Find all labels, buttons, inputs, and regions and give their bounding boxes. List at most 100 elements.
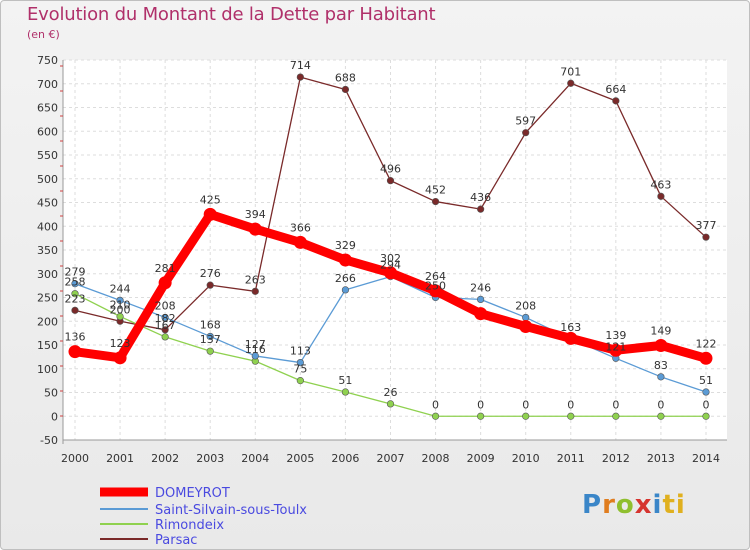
legend-label: DOMEYROT [155,486,230,501]
y-tick-label: 50 [44,387,58,400]
data-point [431,197,440,206]
data-point [248,222,262,236]
data-label: 200 [110,303,131,316]
data-point [699,351,713,365]
data-point [431,412,440,420]
data-label: 122 [695,337,716,350]
data-point [296,358,304,367]
data-label: 182 [155,312,176,325]
data-label: 244 [110,282,131,295]
x-tick-label: 2000 [61,452,89,465]
data-point [702,388,710,396]
data-point [657,412,665,420]
y-tick-label: 650 [37,102,58,115]
data-label: 294 [380,259,401,272]
data-point [386,400,395,408]
data-point [702,412,710,420]
data-label: 123 [110,337,131,350]
data-label: 113 [290,345,311,358]
data-label: 208 [515,299,536,312]
data-point [206,281,214,289]
data-point [71,306,79,314]
data-label: 246 [470,281,491,294]
y-tick-label: 450 [37,197,58,210]
data-point [654,338,668,352]
y-tick-label: 550 [37,149,58,162]
chart-title: Evolution du Montant de la Dette par Hab… [27,4,436,25]
data-label: 452 [425,184,446,197]
data-label: 701 [560,65,581,78]
data-label: 366 [290,221,311,234]
data-label: 139 [605,329,626,342]
data-point [68,345,82,359]
data-label: 0 [612,398,619,411]
y-tick-label: 350 [37,244,58,257]
data-label: 163 [560,321,581,334]
data-point [522,313,530,322]
data-label: 281 [155,262,176,275]
data-label: 0 [567,398,574,411]
data-label: 136 [65,331,86,344]
x-tick-label: 2002 [151,452,179,465]
data-point [522,412,530,420]
data-label: 714 [290,59,311,72]
data-point [293,235,307,249]
x-tick-label: 2012 [602,452,630,465]
data-point [206,332,214,341]
data-point [609,343,623,357]
data-point [296,73,304,81]
x-tick-label: 2014 [692,452,720,465]
legend-label: Saint-Silvain-sous-Toulx [155,503,307,518]
data-label: 137 [200,333,221,346]
data-label: 223 [65,292,86,305]
data-label: 394 [245,208,266,221]
legend-label: Parsac [155,533,197,548]
data-point [519,319,533,333]
data-point [251,352,259,360]
data-point [477,412,485,420]
data-label: 329 [335,239,356,252]
y-tick-label: 750 [37,54,58,67]
data-label: 167 [155,319,176,332]
x-tick-label: 2005 [286,452,314,465]
data-label: 279 [65,266,86,279]
legend-label: Rimondeix [155,518,224,533]
data-label: 664 [605,83,626,96]
chart-subtitle: (en €) [27,28,60,41]
data-point [206,347,214,355]
x-tick-label: 2013 [647,452,675,465]
y-tick-label: 700 [37,78,58,91]
data-label: 116 [245,343,266,356]
data-label: 208 [155,299,176,312]
x-tick-label: 2011 [557,452,585,465]
data-point [429,284,443,298]
x-tick-label: 2004 [241,452,269,465]
y-tick-label: 500 [37,173,58,186]
data-point [296,377,304,385]
data-label: 121 [605,340,626,353]
data-label: 26 [383,386,397,399]
y-tick-label: 0 [51,410,58,423]
data-point [383,266,397,280]
data-point [116,312,124,321]
data-point [341,85,350,94]
data-label: 276 [200,267,221,280]
data-point [341,286,350,294]
data-label: 264 [425,270,446,283]
data-point [567,412,575,420]
data-point [386,177,395,185]
data-label: 127 [245,338,266,351]
data-label: 496 [380,163,401,176]
x-tick-label: 2008 [422,452,450,465]
data-point [657,373,665,381]
data-point [564,331,578,345]
proxiti-logo: Proxiti [582,490,686,520]
x-tick-label: 2006 [331,452,359,465]
y-tick-label: 150 [37,339,58,352]
data-point [657,192,665,200]
data-label: 597 [515,115,536,128]
data-label: 425 [200,193,221,206]
data-point [702,233,710,241]
data-point [567,79,575,87]
